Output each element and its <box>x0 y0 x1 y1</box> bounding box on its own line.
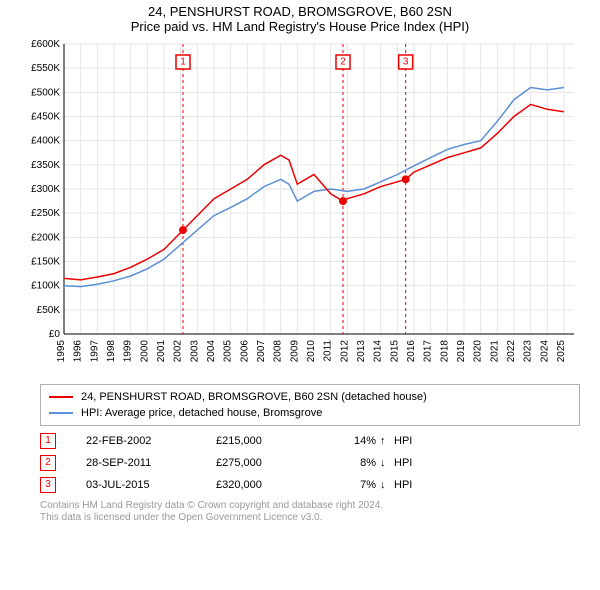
event-row: 2 28-SEP-2011£275,0008%↓HPI <box>40 452 580 474</box>
svg-text:2005: 2005 <box>223 340 234 363</box>
svg-text:3: 3 <box>403 57 409 68</box>
svg-text:£550K: £550K <box>31 63 60 74</box>
title-address: 24, PENSHURST ROAD, BROMSGROVE, B60 2SN <box>0 4 600 19</box>
svg-text:£500K: £500K <box>31 87 60 98</box>
arrow-up-icon: ↑ <box>380 435 394 447</box>
svg-text:2020: 2020 <box>473 340 484 363</box>
legend: 24, PENSHURST ROAD, BROMSGROVE, B60 2SN … <box>40 384 580 426</box>
svg-text:1996: 1996 <box>73 340 84 363</box>
event-date: 03-JUL-2015 <box>86 479 216 491</box>
svg-text:2010: 2010 <box>306 340 317 363</box>
svg-text:2018: 2018 <box>439 340 450 363</box>
svg-text:2: 2 <box>340 57 346 68</box>
arrow-down-icon: ↓ <box>380 457 394 469</box>
svg-text:2011: 2011 <box>323 340 334 362</box>
svg-text:2002: 2002 <box>173 340 184 363</box>
legend-label: HPI: Average price, detached house, Brom… <box>81 407 322 419</box>
svg-text:£200K: £200K <box>31 232 60 243</box>
footer-line1: Contains HM Land Registry data © Crown c… <box>40 500 580 512</box>
event-number-box: 1 <box>40 433 56 449</box>
svg-text:£350K: £350K <box>31 160 60 171</box>
svg-text:£300K: £300K <box>31 184 60 195</box>
svg-text:2001: 2001 <box>156 340 167 363</box>
svg-text:2000: 2000 <box>139 340 150 363</box>
svg-text:2012: 2012 <box>339 340 350 363</box>
event-pct: 14% <box>326 435 380 447</box>
event-row: 1 22-FEB-2002£215,00014%↑HPI <box>40 430 580 452</box>
legend-swatch <box>49 396 73 398</box>
svg-text:2023: 2023 <box>523 340 534 363</box>
event-pct: 8% <box>326 457 380 469</box>
svg-text:2008: 2008 <box>273 340 284 363</box>
svg-text:£250K: £250K <box>31 208 60 219</box>
svg-text:£150K: £150K <box>31 257 60 268</box>
svg-text:£50K: £50K <box>37 305 61 316</box>
svg-text:£100K: £100K <box>31 281 60 292</box>
event-date: 22-FEB-2002 <box>86 435 216 447</box>
svg-text:2019: 2019 <box>456 340 467 363</box>
event-hpi-label: HPI <box>394 435 424 447</box>
svg-text:2014: 2014 <box>373 340 384 363</box>
event-row: 3 03-JUL-2015£320,0007%↓HPI <box>40 474 580 496</box>
event-hpi-label: HPI <box>394 457 424 469</box>
svg-text:2013: 2013 <box>356 340 367 363</box>
svg-text:2024: 2024 <box>539 340 550 363</box>
events-table: 122-FEB-2002£215,00014%↑HPI228-SEP-2011£… <box>40 430 580 496</box>
svg-text:2003: 2003 <box>189 340 200 363</box>
svg-text:2004: 2004 <box>206 340 217 363</box>
event-number-box: 3 <box>40 477 56 493</box>
arrow-down-icon: ↓ <box>380 479 394 491</box>
svg-text:2007: 2007 <box>256 340 267 363</box>
event-price: £320,000 <box>216 479 326 491</box>
title-subtitle: Price paid vs. HM Land Registry's House … <box>0 19 600 34</box>
svg-text:£0: £0 <box>49 329 61 340</box>
event-date: 28-SEP-2011 <box>86 457 216 469</box>
page: 24, PENSHURST ROAD, BROMSGROVE, B60 2SN … <box>0 4 600 524</box>
event-hpi-label: HPI <box>394 479 424 491</box>
footer: Contains HM Land Registry data © Crown c… <box>40 500 580 524</box>
svg-text:2009: 2009 <box>289 340 300 363</box>
svg-text:1995: 1995 <box>56 340 67 363</box>
legend-swatch <box>49 412 73 414</box>
svg-text:£600K: £600K <box>31 39 60 50</box>
svg-text:2016: 2016 <box>406 340 417 363</box>
event-number-box: 2 <box>40 455 56 471</box>
svg-text:2015: 2015 <box>389 340 400 363</box>
footer-line2: This data is licensed under the Open Gov… <box>40 512 580 524</box>
chart: £0 £50K £100K £150K £200K £250K £300K £350K £400… <box>20 38 580 378</box>
svg-text:2021: 2021 <box>489 340 500 363</box>
event-price: £215,000 <box>216 435 326 447</box>
event-pct: 7% <box>326 479 380 491</box>
event-price: £275,000 <box>216 457 326 469</box>
legend-row: HPI: Average price, detached house, Brom… <box>49 405 571 421</box>
chart-svg: £0 £50K £100K £150K £200K £250K £300K £350K £400… <box>20 38 580 378</box>
svg-text:1999: 1999 <box>123 340 134 363</box>
svg-text:2025: 2025 <box>556 340 567 363</box>
svg-text:2017: 2017 <box>423 340 434 363</box>
titles: 24, PENSHURST ROAD, BROMSGROVE, B60 2SN … <box>0 4 600 34</box>
svg-text:£450K: £450K <box>31 112 60 123</box>
svg-text:2006: 2006 <box>239 340 250 363</box>
legend-row: 24, PENSHURST ROAD, BROMSGROVE, B60 2SN … <box>49 389 571 405</box>
svg-text:1997: 1997 <box>89 340 100 363</box>
svg-text:1998: 1998 <box>106 340 117 363</box>
svg-text:£400K: £400K <box>31 136 60 147</box>
svg-text:2022: 2022 <box>506 340 517 363</box>
legend-label: 24, PENSHURST ROAD, BROMSGROVE, B60 2SN … <box>81 391 427 403</box>
svg-text:1: 1 <box>180 57 186 68</box>
